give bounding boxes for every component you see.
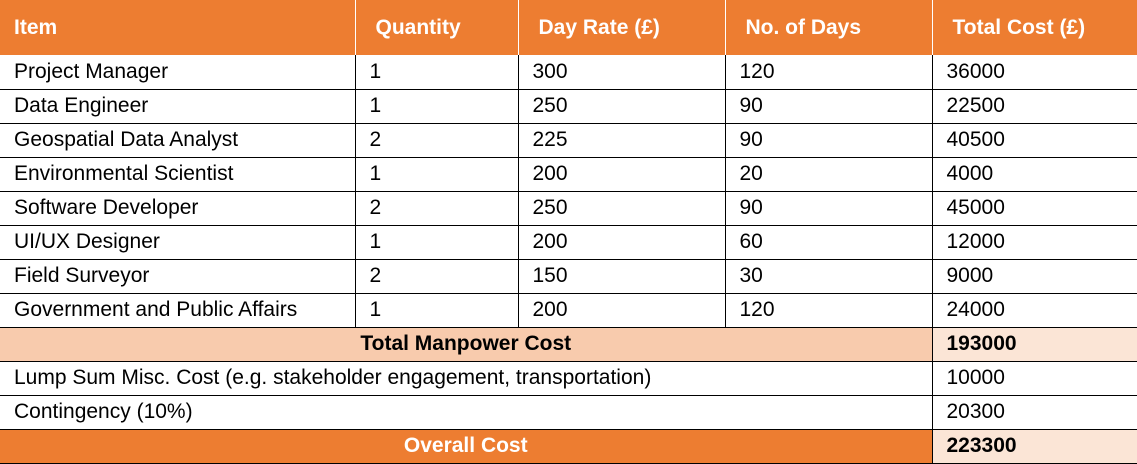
cell-day-rate: 200 xyxy=(517,157,726,192)
cell-item: Data Engineer xyxy=(0,89,356,124)
cell-item: Government and Public Affairs xyxy=(0,293,356,328)
cell-item: Geospatial Data Analyst xyxy=(0,123,356,158)
cell-days: 120 xyxy=(724,293,933,328)
lump-sum-value: 10000 xyxy=(931,361,1137,396)
header-day-rate: Day Rate (£) xyxy=(518,0,726,55)
contingency-row: Contingency (10%) 20300 xyxy=(0,395,1137,430)
cell-quantity: 2 xyxy=(354,123,519,158)
cell-day-rate: 225 xyxy=(517,123,726,158)
cell-days: 90 xyxy=(724,89,933,124)
cell-quantity: 1 xyxy=(354,293,519,328)
cell-item: UI/UX Designer xyxy=(0,225,356,260)
table-row: Data Engineer 1 250 90 22500 xyxy=(0,89,1137,124)
header-item: Item xyxy=(0,0,356,55)
cell-quantity: 1 xyxy=(354,89,519,124)
table-row: Field Surveyor 2 150 30 9000 xyxy=(0,259,1137,294)
cell-day-rate: 250 xyxy=(517,89,726,124)
cell-day-rate: 150 xyxy=(517,259,726,294)
contingency-value: 20300 xyxy=(931,395,1137,430)
lump-sum-label: Lump Sum Misc. Cost (e.g. stakeholder en… xyxy=(0,361,933,396)
lump-sum-row: Lump Sum Misc. Cost (e.g. stakeholder en… xyxy=(0,361,1137,396)
cell-total: 36000 xyxy=(931,55,1137,90)
overall-cost-value: 223300 xyxy=(931,429,1137,464)
cell-item: Environmental Scientist xyxy=(0,157,356,192)
manpower-total-row: Total Manpower Cost 193000 xyxy=(0,327,1137,362)
overall-cost-row: Overall Cost 223300 xyxy=(0,429,1137,464)
header-no-of-days: No. of Days xyxy=(725,0,933,55)
cell-total: 9000 xyxy=(931,259,1137,294)
cell-item: Field Surveyor xyxy=(0,259,356,294)
cell-total: 4000 xyxy=(931,157,1137,192)
cell-quantity: 1 xyxy=(354,157,519,192)
manpower-total-value: 193000 xyxy=(931,327,1137,362)
table-row: UI/UX Designer 1 200 60 12000 xyxy=(0,225,1137,260)
cell-total: 24000 xyxy=(931,293,1137,328)
cell-quantity: 2 xyxy=(354,259,519,294)
table-row: Government and Public Affairs 1 200 120 … xyxy=(0,293,1137,328)
cell-item: Project Manager xyxy=(0,55,356,90)
cell-day-rate: 200 xyxy=(517,293,726,328)
overall-cost-label: Overall Cost xyxy=(0,429,933,464)
header-quantity: Quantity xyxy=(355,0,519,55)
cell-total: 45000 xyxy=(931,191,1137,226)
cell-days: 90 xyxy=(724,123,933,158)
cell-day-rate: 300 xyxy=(517,55,726,90)
cell-total: 12000 xyxy=(931,225,1137,260)
cell-quantity: 1 xyxy=(354,55,519,90)
table-row: Software Developer 2 250 90 45000 xyxy=(0,191,1137,226)
header-row: Item Quantity Day Rate (£) No. of Days T… xyxy=(0,0,1137,55)
cell-quantity: 1 xyxy=(354,225,519,260)
cell-day-rate: 200 xyxy=(517,225,726,260)
cell-day-rate: 250 xyxy=(517,191,726,226)
cell-total: 40500 xyxy=(931,123,1137,158)
manpower-total-label: Total Manpower Cost xyxy=(0,327,933,362)
header-total-cost: Total Cost (£) xyxy=(932,0,1137,55)
cell-days: 60 xyxy=(724,225,933,260)
cell-item: Software Developer xyxy=(0,191,356,226)
table-row: Geospatial Data Analyst 2 225 90 40500 xyxy=(0,123,1137,158)
cell-total: 22500 xyxy=(931,89,1137,124)
cell-days: 30 xyxy=(724,259,933,294)
cell-days: 20 xyxy=(724,157,933,192)
cell-quantity: 2 xyxy=(354,191,519,226)
table-row: Project Manager 1 300 120 36000 xyxy=(0,55,1137,90)
cell-days: 120 xyxy=(724,55,933,90)
contingency-label: Contingency (10%) xyxy=(0,395,933,430)
cell-days: 90 xyxy=(724,191,933,226)
table-row: Environmental Scientist 1 200 20 4000 xyxy=(0,157,1137,192)
